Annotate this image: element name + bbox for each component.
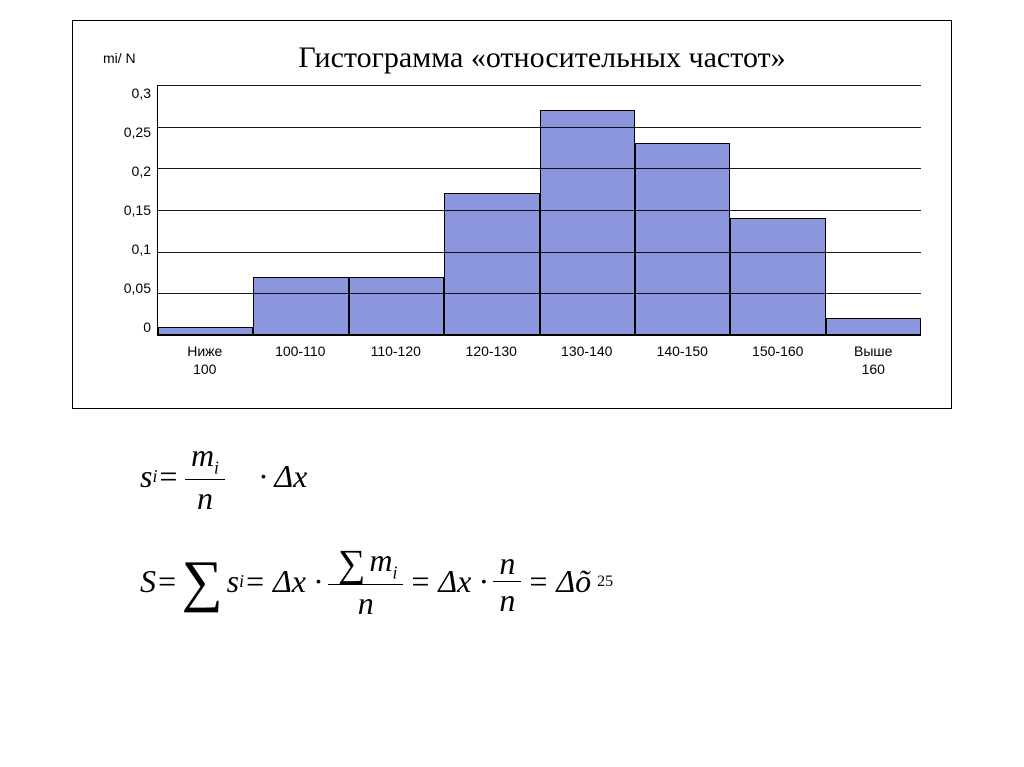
x-tick-label: 110-120	[348, 342, 444, 378]
sigma-small-icon: ∑	[338, 551, 365, 578]
y-tick-label: 0,05	[124, 280, 151, 296]
f2-nn-num: n	[493, 547, 521, 582]
bar	[826, 318, 921, 335]
f2-num-m-sub: i	[392, 563, 397, 583]
y-tick-label: 0,2	[132, 163, 151, 179]
bar	[730, 218, 825, 335]
f2-eq2: = Δx ·	[244, 563, 322, 600]
x-tick-label: 120-130	[444, 342, 540, 378]
bar	[635, 143, 730, 335]
f2-eq1: =	[156, 563, 178, 600]
gridline	[158, 168, 921, 169]
f1-den: n	[191, 480, 219, 514]
x-tick-label: 140-150	[635, 342, 731, 378]
bar	[158, 327, 253, 335]
f1-tail: · Δx	[259, 458, 307, 495]
x-tick-label: 130-140	[539, 342, 635, 378]
x-tick-label: Ниже 100	[157, 342, 253, 378]
y-tick-label: 0,3	[132, 85, 151, 101]
plot-area: 0,3 0,25 0,2 0,15 0,1 0,05 0	[103, 85, 921, 336]
gridline	[158, 293, 921, 294]
x-tick-label: 100-110	[253, 342, 349, 378]
y-tick-label: 0,1	[132, 241, 151, 257]
slide-number: 25	[597, 573, 613, 591]
sigma-icon: ∑	[182, 562, 223, 602]
x-tick-label: 150-160	[730, 342, 826, 378]
chart-header: mi/ N Гистограмма «относительных частот»	[103, 41, 921, 75]
gridline	[158, 210, 921, 211]
f2-num-m: m	[369, 542, 392, 578]
f1-fraction: mi n	[185, 439, 225, 514]
f2-S: S	[140, 563, 156, 600]
y-axis-label: mi/ N	[103, 50, 163, 66]
formula-2: S = ∑ s i = Δx · ∑mi n = Δx · n n = Δõ 25	[140, 544, 1004, 619]
bar	[540, 110, 635, 335]
gridline	[158, 252, 921, 253]
f2-tail: = Δõ	[527, 563, 591, 600]
y-axis-ticks: 0,3 0,25 0,2 0,15 0,1 0,05 0	[103, 85, 157, 335]
f1-num: m	[191, 437, 214, 473]
plot-region	[157, 85, 921, 336]
f1-s: s	[140, 458, 152, 495]
gridline	[158, 127, 921, 128]
f2-fraction-2: n n	[493, 547, 521, 616]
y-tick-label: 0,25	[124, 124, 151, 140]
y-tick-label: 0,15	[124, 202, 151, 218]
f2-eq3: = Δx ·	[409, 563, 487, 600]
x-tick-label: Выше 160	[826, 342, 922, 378]
formulas-block: s i = mi n · Δx S = ∑ s i = Δx · ∑mi n = Δ…	[140, 439, 1004, 619]
bar	[253, 277, 348, 335]
formula-1: s i = mi n · Δx	[140, 439, 1004, 514]
f2-fraction-1: ∑mi n	[328, 544, 403, 619]
f2-nn-den: n	[493, 582, 521, 616]
chart-frame: mi/ N Гистограмма «относительных частот»…	[72, 20, 952, 409]
y-tick-label: 0	[143, 319, 151, 335]
f1-num-sub: i	[214, 458, 219, 478]
f2-s: s	[227, 563, 239, 600]
gridline	[158, 85, 921, 86]
f2-den-1: n	[352, 585, 380, 619]
bar	[349, 277, 444, 335]
chart-title: Гистограмма «относительных частот»	[163, 41, 921, 75]
bar	[444, 193, 539, 335]
x-axis-ticks: Ниже 100100-110110-120120-130130-140140-…	[157, 342, 921, 378]
f1-eq: =	[157, 458, 179, 495]
